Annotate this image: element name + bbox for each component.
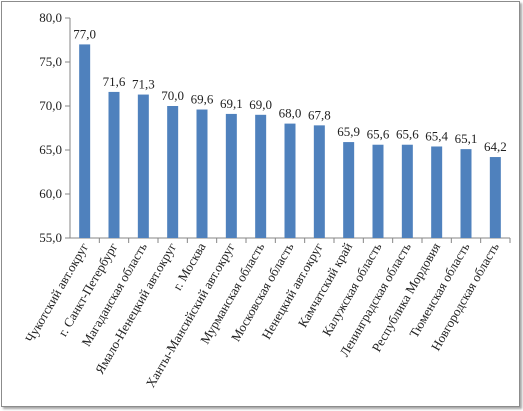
y-tick-label: 80,0	[39, 10, 62, 25]
bar	[401, 144, 413, 238]
data-labels: 77,0 71,6 71,3 70,0 69,6 69,1 69,0 68,0 67,8 65,9…	[73, 26, 506, 154]
y-tick-label: 60,0	[39, 186, 62, 201]
bar	[225, 113, 237, 238]
bar	[196, 109, 208, 239]
data-label: 71,6	[103, 74, 126, 89]
data-label: 65,6	[396, 127, 419, 142]
y-tick-label: 75,0	[39, 54, 62, 69]
data-label: 70,0	[161, 88, 184, 103]
data-label: 77,0	[73, 26, 96, 41]
bar	[255, 114, 267, 238]
bar	[489, 157, 501, 238]
data-label: 69,1	[220, 96, 243, 111]
bar	[79, 44, 91, 239]
data-label: 64,2	[484, 139, 507, 154]
data-label: 67,8	[308, 107, 331, 122]
bar	[313, 125, 325, 238]
data-label: 69,0	[249, 97, 272, 112]
bar	[108, 91, 120, 238]
bar	[431, 146, 443, 238]
bar	[167, 106, 179, 238]
data-label: 65,1	[455, 131, 478, 146]
bar	[284, 123, 296, 238]
data-label: 69,6	[191, 92, 214, 107]
y-tick-label: 65,0	[39, 142, 62, 157]
data-label: 68,0	[279, 106, 302, 121]
bars	[79, 44, 501, 239]
y-tick-labels: 80,0 75,0 70,0 65,0 60,0 55,0	[39, 10, 62, 245]
bar	[343, 142, 355, 238]
data-label: 65,4	[425, 128, 448, 143]
y-tick-label: 70,0	[39, 98, 62, 113]
bar	[137, 94, 149, 238]
data-label: 71,3	[132, 77, 155, 92]
data-label: 65,6	[367, 127, 390, 142]
y-tick-label: 55,0	[39, 230, 62, 245]
bar	[372, 144, 384, 238]
data-label: 65,9	[337, 124, 360, 139]
bar	[460, 149, 472, 238]
